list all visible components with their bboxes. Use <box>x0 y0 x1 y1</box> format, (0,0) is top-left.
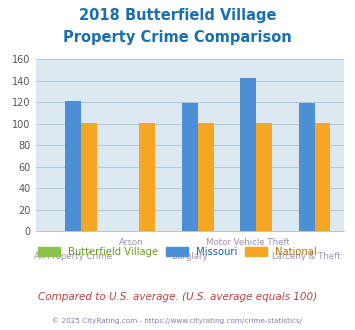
Text: Burglary: Burglary <box>171 251 208 261</box>
Bar <box>140 123 155 231</box>
Text: Motor Vehicle Theft: Motor Vehicle Theft <box>206 238 290 247</box>
Text: Compared to U.S. average. (U.S. average equals 100): Compared to U.S. average. (U.S. average … <box>38 292 317 302</box>
Text: 2018 Butterfield Village: 2018 Butterfield Village <box>79 8 276 23</box>
Bar <box>182 103 198 231</box>
Bar <box>198 123 214 231</box>
Bar <box>299 103 315 231</box>
Text: Larceny & Theft: Larceny & Theft <box>272 251 341 261</box>
Legend: Butterfield Village, Missouri, National: Butterfield Village, Missouri, National <box>34 243 321 261</box>
Bar <box>65 101 81 231</box>
Bar <box>81 123 97 231</box>
Bar <box>240 78 256 231</box>
Bar <box>315 123 330 231</box>
Text: Arson: Arson <box>119 238 144 247</box>
Text: Property Crime Comparison: Property Crime Comparison <box>63 30 292 45</box>
Text: © 2025 CityRating.com - https://www.cityrating.com/crime-statistics/: © 2025 CityRating.com - https://www.city… <box>53 317 302 324</box>
Text: All Property Crime: All Property Crime <box>34 251 112 261</box>
Bar <box>256 123 272 231</box>
